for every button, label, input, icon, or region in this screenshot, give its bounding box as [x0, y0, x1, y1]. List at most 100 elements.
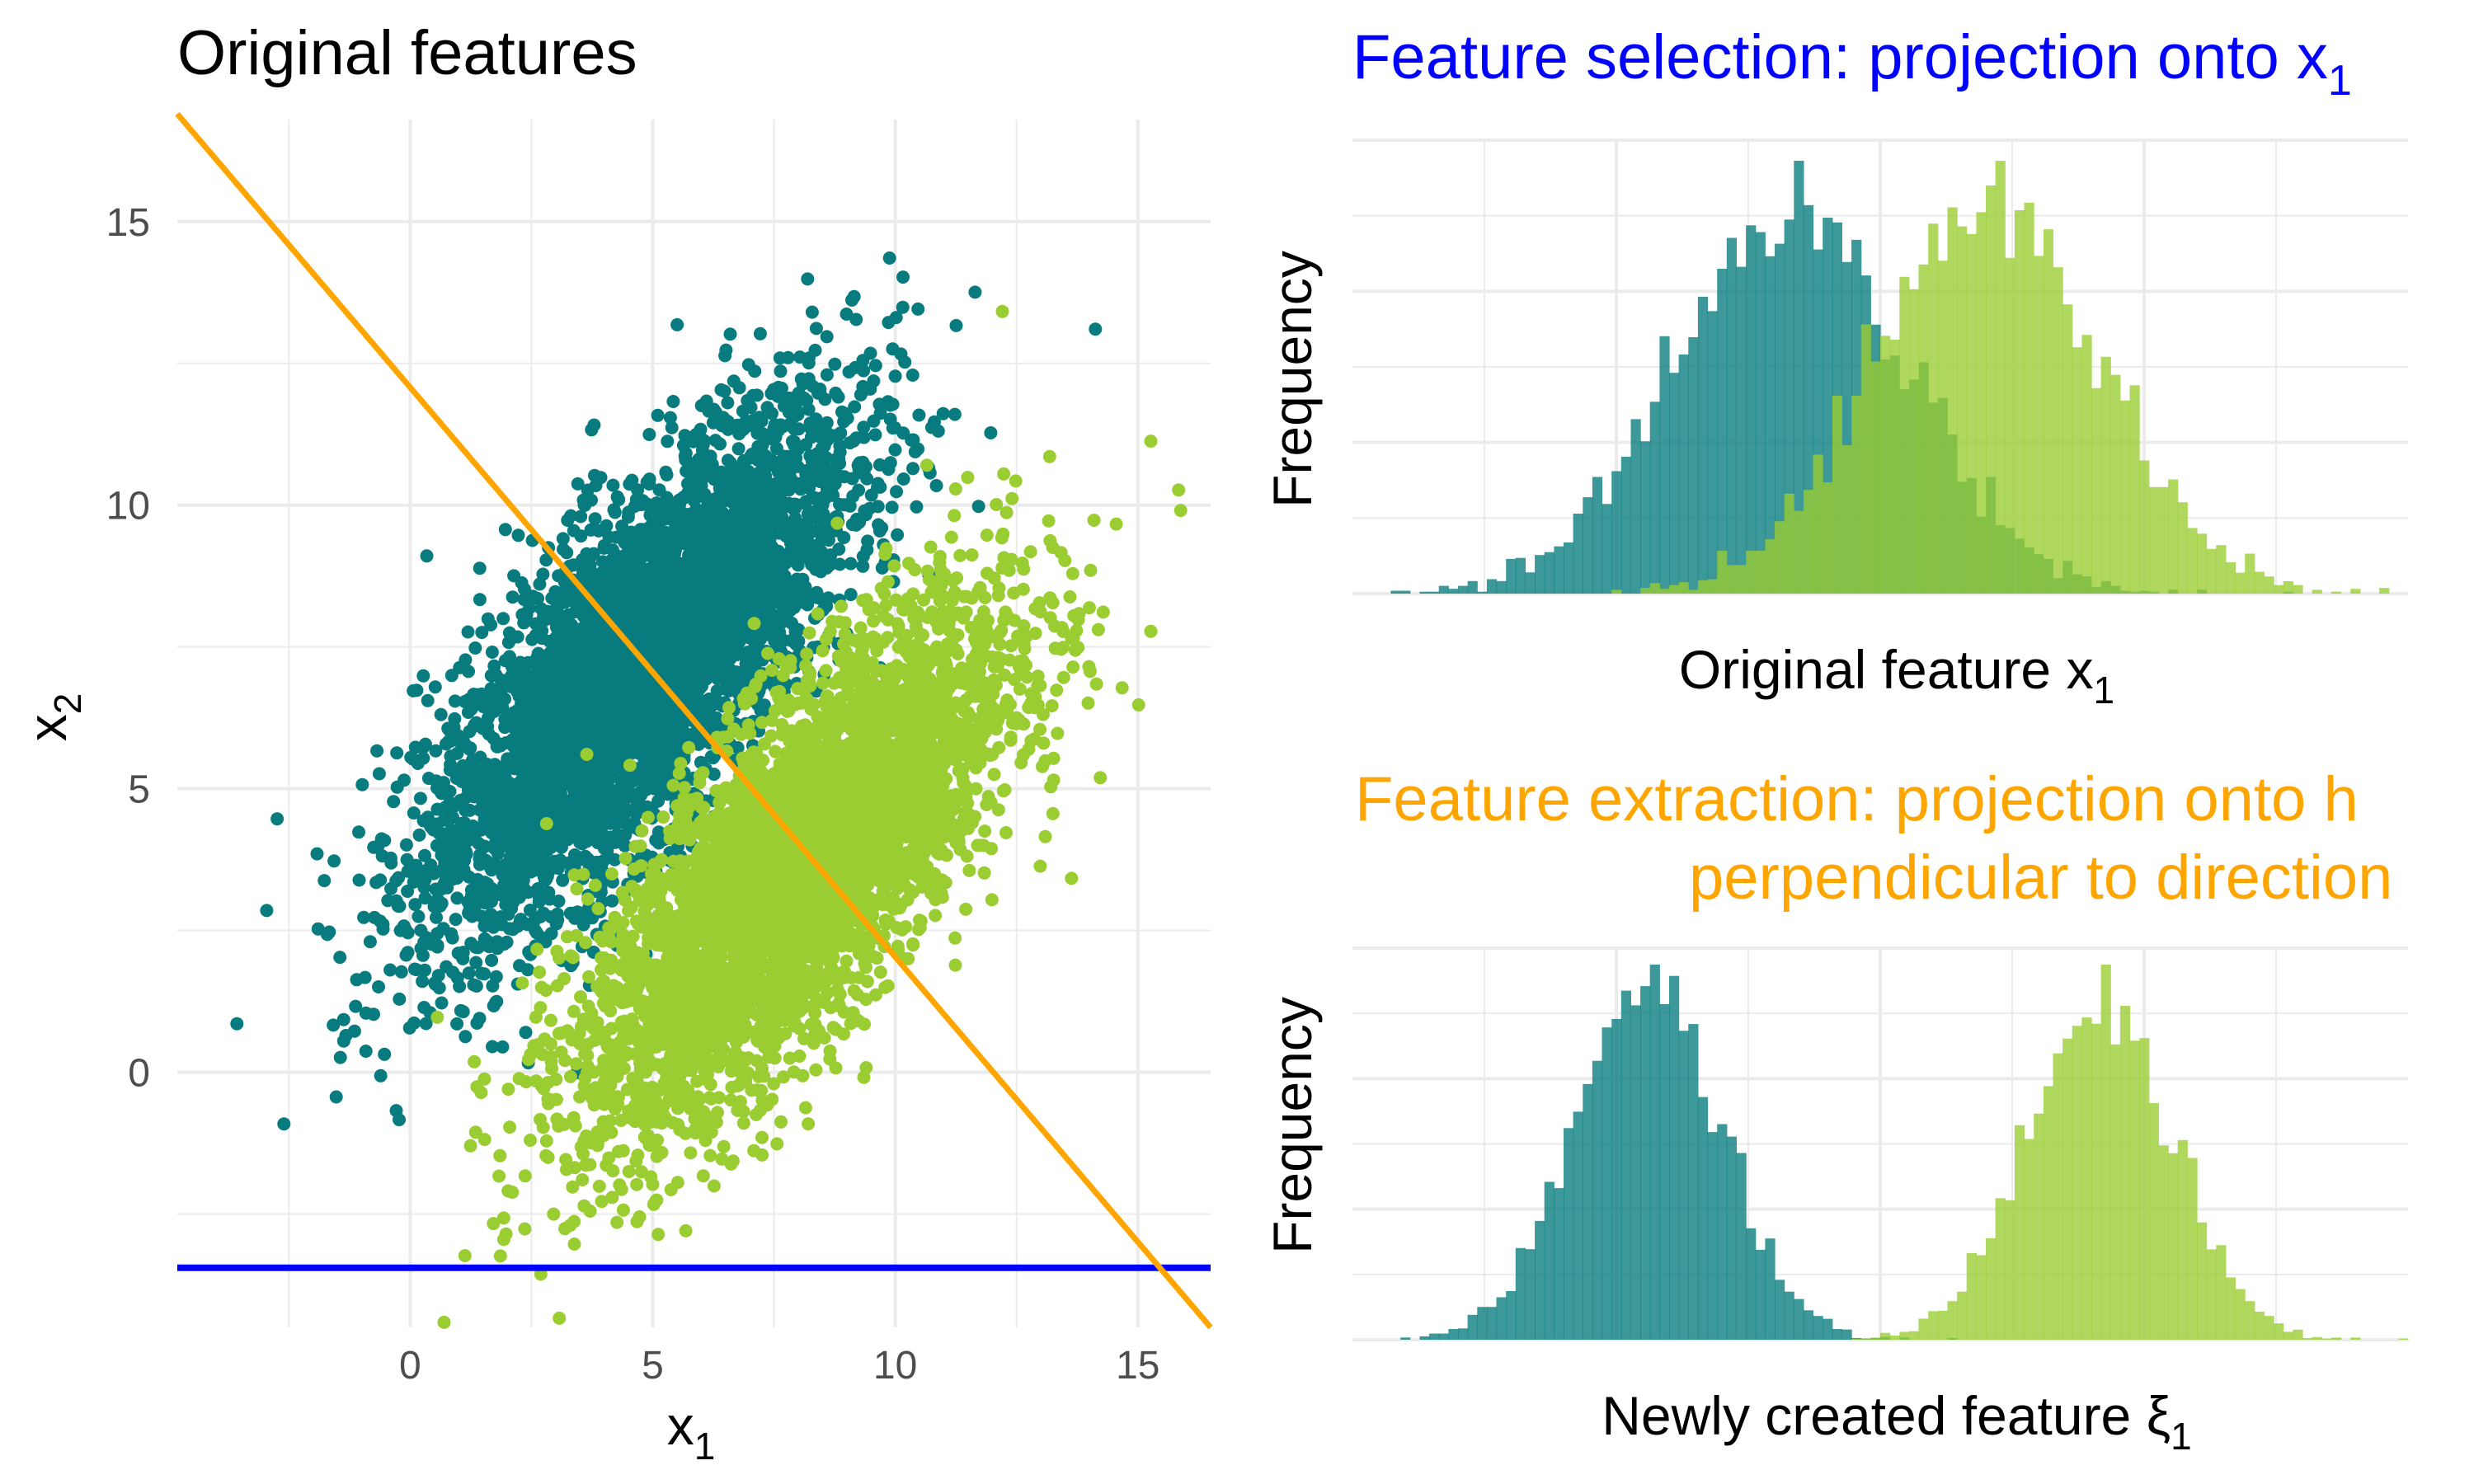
scatter-point: [663, 411, 677, 425]
scatter-point: [589, 479, 603, 492]
scatter-point: [571, 764, 585, 778]
scatter-point: [416, 751, 430, 765]
scatter-point: [561, 514, 575, 527]
scatter-point: [813, 592, 827, 605]
scatter-point: [485, 953, 499, 967]
scatter-point: [516, 820, 530, 834]
scatter-point: [560, 930, 574, 944]
scatter-title: Original features: [177, 18, 637, 88]
scatter-point: [745, 509, 759, 523]
scatter-point: [552, 712, 566, 726]
scatter-point: [971, 500, 985, 514]
scatter-point: [816, 512, 830, 526]
scatter-point: [821, 533, 835, 547]
scatter-point: [539, 872, 553, 886]
scatter-point: [418, 891, 432, 905]
scatter-point: [748, 364, 762, 378]
scatter-point: [731, 442, 745, 456]
scatter-point: [905, 369, 920, 382]
scatter-point: [867, 414, 881, 428]
scatter-point: [587, 683, 600, 697]
scatter-point: [848, 400, 862, 414]
scatter-point: [449, 829, 463, 843]
scatter-point: [374, 1068, 388, 1082]
scatter-point: [667, 546, 681, 560]
scatter-point: [659, 465, 673, 479]
scatter-point: [781, 555, 795, 568]
scatter-point: [419, 1017, 433, 1031]
scatter-point: [432, 826, 445, 840]
scatter-point: [692, 454, 706, 468]
scatter-point: [660, 506, 674, 520]
scatter-point: [868, 428, 882, 442]
scatter-point: [529, 668, 543, 681]
scatter-point: [600, 519, 614, 533]
scatter-point: [832, 542, 846, 556]
scatter-point: [581, 656, 595, 670]
scatter-point: [496, 1040, 510, 1054]
scatter-point: [513, 887, 526, 901]
scatter-point: [484, 691, 498, 704]
scatter-point: [433, 899, 447, 913]
scatter-point: [984, 426, 998, 439]
scatter-point: [484, 801, 498, 815]
scatter-point: [774, 479, 788, 493]
scatter-point: [473, 561, 487, 575]
scatter-point: [461, 783, 475, 796]
scatter-point: [489, 995, 503, 1009]
scatter-point: [327, 854, 341, 868]
scatter-point: [773, 351, 787, 365]
scatter-point: [728, 518, 742, 532]
scatter-point: [520, 702, 533, 716]
scatter-point: [389, 894, 403, 908]
scatter-point: [435, 787, 449, 801]
scatter-point: [468, 641, 482, 655]
scatter-point: [723, 651, 737, 665]
scatter-point: [571, 477, 585, 491]
scatter-point: [666, 395, 680, 408]
scatter-point: [593, 796, 606, 810]
scatter-point: [628, 804, 642, 818]
scatter-point: [965, 548, 979, 562]
scatter-point: [498, 523, 512, 537]
scatter-point: [1046, 806, 1060, 820]
scatter-point: [352, 873, 366, 887]
scatter-point: [761, 646, 774, 660]
scatter-point: [690, 601, 703, 615]
scatter-point: [507, 569, 521, 583]
scatter-point: [604, 564, 618, 577]
scatter-point: [567, 1237, 581, 1251]
scatter-point: [849, 312, 863, 326]
scatter-point: [622, 505, 636, 519]
scatter-point: [833, 557, 847, 571]
scatter-point: [793, 482, 807, 496]
scatter-point: [885, 500, 899, 514]
scatter-point: [573, 835, 587, 849]
scatter-point: [677, 646, 691, 660]
scatter-point: [421, 693, 435, 707]
scatter-point: [390, 746, 404, 760]
scatter-point: [596, 854, 610, 868]
scatter-point: [535, 624, 549, 637]
scatter-point: [461, 771, 475, 785]
scatter-point: [754, 586, 768, 599]
scatter-point: [485, 646, 499, 659]
scatter-point: [358, 970, 372, 984]
scatter-point: [576, 552, 590, 566]
scatter-point: [416, 669, 430, 683]
scatter-point: [809, 562, 823, 576]
scatter-point: [486, 1040, 499, 1054]
scatter-point: [846, 489, 860, 503]
scatter-point: [1172, 483, 1186, 497]
scatter-point: [408, 740, 422, 754]
scatter-point: [450, 1017, 464, 1031]
scatter-point: [608, 505, 622, 519]
scatter-point: [534, 704, 548, 718]
scatter-point: [448, 694, 462, 708]
scatter-point: [873, 965, 887, 979]
scatter-point: [714, 581, 728, 595]
scatter-point: [363, 935, 377, 949]
scatter-point: [643, 716, 657, 730]
scatter-point: [563, 796, 577, 810]
scatter-point: [558, 595, 572, 609]
